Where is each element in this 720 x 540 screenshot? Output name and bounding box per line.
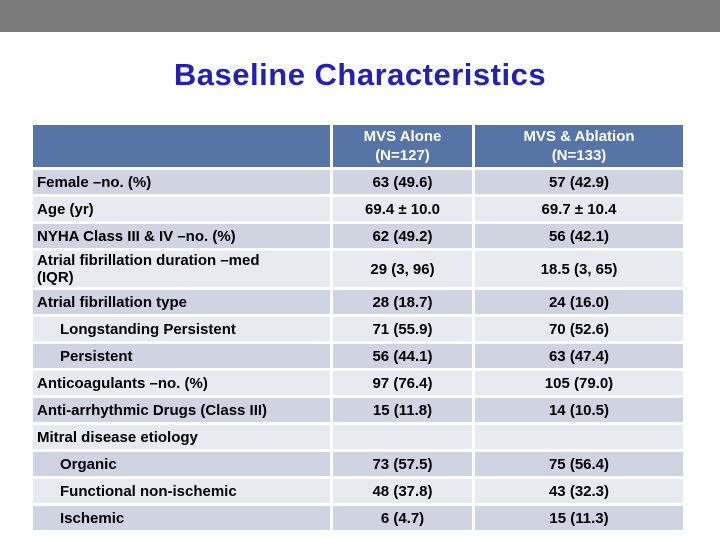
cell-mvs-ablation: 75 (56.4) <box>472 449 686 479</box>
header-empty-cell <box>30 122 333 170</box>
table-body: Female –no. (%) 63 (49.6) 57 (42.9) Age (yr… <box>30 167 686 533</box>
table-row: Functional non-ischemic 48 (37.8) 43 (32.3… <box>30 476 686 506</box>
table-row: Atrial fibrillation type 28 (18.7) 24 (16.… <box>30 287 686 317</box>
header-mvs-alone-line1: MVS Alone <box>363 128 442 145</box>
top-bar <box>0 0 720 32</box>
row-label: Age (yr) <box>30 194 333 224</box>
cell-mvs-alone: 63 (49.6) <box>330 167 475 197</box>
cell-mvs-alone: 6 (4.7) <box>330 503 475 533</box>
cell-mvs-alone: 29 (3, 96) <box>330 248 475 290</box>
header-mvs-alone: MVS Alone (N=127) <box>330 122 475 170</box>
row-label: Organic <box>30 449 333 479</box>
table-row: Organic 73 (57.5) 75 (56.4) <box>30 449 686 479</box>
cell-mvs-alone: 97 (76.4) <box>330 368 475 398</box>
row-label: Persistent <box>30 341 333 371</box>
row-label: Atrial fibrillation type <box>30 287 333 317</box>
header-mvs-alone-line2: (N=127) <box>375 147 430 164</box>
row-label: Female –no. (%) <box>30 167 333 197</box>
cell-mvs-ablation: 14 (10.5) <box>472 395 686 425</box>
page-title: Baseline Characteristics <box>173 57 547 92</box>
cell-mvs-ablation <box>472 422 686 452</box>
table-row: Atrial fibrillation duration –med (IQR) 2… <box>30 248 686 290</box>
table-row: Age (yr) 69.4 ± 10.0 69.7 ± 10.4 <box>30 194 686 224</box>
cell-mvs-ablation: 56 (42.1) <box>472 221 686 251</box>
table-header-row: MVS Alone (N=127) MVS & Ablation (N=133) <box>30 122 686 170</box>
table-row: Female –no. (%) 63 (49.6) 57 (42.9) <box>30 167 686 197</box>
table-row: NYHA Class III & IV –no. (%) 62 (49.2) 56 … <box>30 221 686 251</box>
cell-mvs-ablation: 24 (16.0) <box>472 287 686 317</box>
table-row: Ischemic 6 (4.7) 15 (11.3) <box>30 503 686 533</box>
row-label: Functional non-ischemic <box>30 476 333 506</box>
row-label: Longstanding Persistent <box>30 314 333 344</box>
row-label: Anticoagulants –no. (%) <box>30 368 333 398</box>
cell-mvs-alone: 56 (44.1) <box>330 341 475 371</box>
cell-mvs-alone: 28 (18.7) <box>330 287 475 317</box>
cell-mvs-ablation: 70 (52.6) <box>472 314 686 344</box>
row-label: NYHA Class III & IV –no. (%) <box>30 221 333 251</box>
row-label: Atrial fibrillation duration –med (IQR) <box>30 248 333 290</box>
cell-mvs-alone: 15 (11.8) <box>330 395 475 425</box>
cell-mvs-ablation: 57 (42.9) <box>472 167 686 197</box>
cell-mvs-alone: 62 (49.2) <box>330 221 475 251</box>
baseline-characteristics-table: MVS Alone (N=127) MVS & Ablation (N=133)… <box>30 122 686 533</box>
row-label: Ischemic <box>30 503 333 533</box>
cell-mvs-alone <box>330 422 475 452</box>
header-mvs-ablation-line1: MVS & Ablation <box>523 128 635 145</box>
table-row: Mitral disease etiology <box>30 422 686 452</box>
table-row: Anticoagulants –no. (%) 97 (76.4) 105 (79.… <box>30 368 686 398</box>
header-mvs-ablation: MVS & Ablation (N=133) <box>472 122 686 170</box>
cell-mvs-ablation: 18.5 (3, 65) <box>472 248 686 290</box>
cell-mvs-ablation: 63 (47.4) <box>472 341 686 371</box>
table-row: Anti-arrhythmic Drugs (Class III) 15 (11.… <box>30 395 686 425</box>
cell-mvs-alone: 69.4 ± 10.0 <box>330 194 475 224</box>
cell-mvs-alone: 71 (55.9) <box>330 314 475 344</box>
cell-mvs-ablation: 69.7 ± 10.4 <box>472 194 686 224</box>
table-row: Persistent 56 (44.1) 63 (47.4) <box>30 341 686 371</box>
cell-mvs-ablation: 15 (11.3) <box>472 503 686 533</box>
cell-mvs-alone: 73 (57.5) <box>330 449 475 479</box>
row-label: Mitral disease etiology <box>30 422 333 452</box>
cell-mvs-alone: 48 (37.8) <box>330 476 475 506</box>
header-mvs-ablation-line2: (N=133) <box>551 147 607 164</box>
cell-mvs-ablation: 43 (32.3) <box>472 476 686 506</box>
table-row: Longstanding Persistent 71 (55.9) 70 (52.6… <box>30 314 686 344</box>
cell-mvs-ablation: 105 (79.0) <box>472 368 686 398</box>
row-label: Anti-arrhythmic Drugs (Class III) <box>30 395 333 425</box>
